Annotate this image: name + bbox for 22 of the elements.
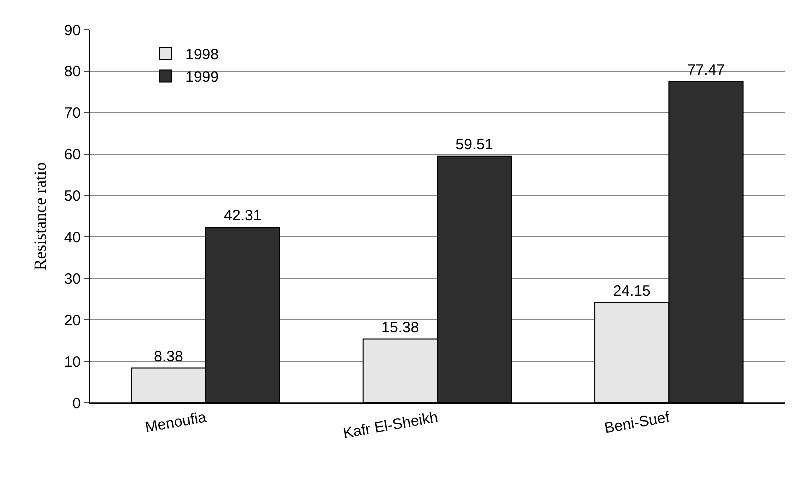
y-axis-title: Resistance ratio	[31, 162, 50, 271]
x-tick-label: Kafr El-Sheikh	[342, 409, 440, 442]
y-tick-label: 30	[64, 270, 81, 288]
data-label: 77.47	[687, 62, 726, 79]
data-label: 24.15	[613, 282, 651, 300]
y-tick-label: 40	[64, 229, 81, 246]
x-tick-label: Beni-Suef	[603, 408, 672, 438]
y-tick-label: 70	[64, 105, 81, 122]
legend-label: 1999	[186, 69, 219, 86]
data-label: 59.51	[456, 136, 494, 154]
y-tick-label: 20	[64, 312, 81, 330]
x-tick-label: Menoufia	[144, 408, 208, 437]
y-tick-label: 80	[64, 64, 81, 81]
y-tick-label: 60	[64, 146, 81, 164]
data-label: 42.31	[224, 208, 262, 225]
y-tick-label: 10	[64, 354, 81, 371]
data-label: 8.38	[154, 348, 184, 366]
y-tick-label: 90	[64, 22, 81, 40]
legend-label: 1998	[186, 46, 219, 64]
data-label: 15.38	[382, 319, 420, 336]
y-tick-label: 50	[64, 188, 81, 206]
y-tick-label: 0	[72, 395, 81, 412]
